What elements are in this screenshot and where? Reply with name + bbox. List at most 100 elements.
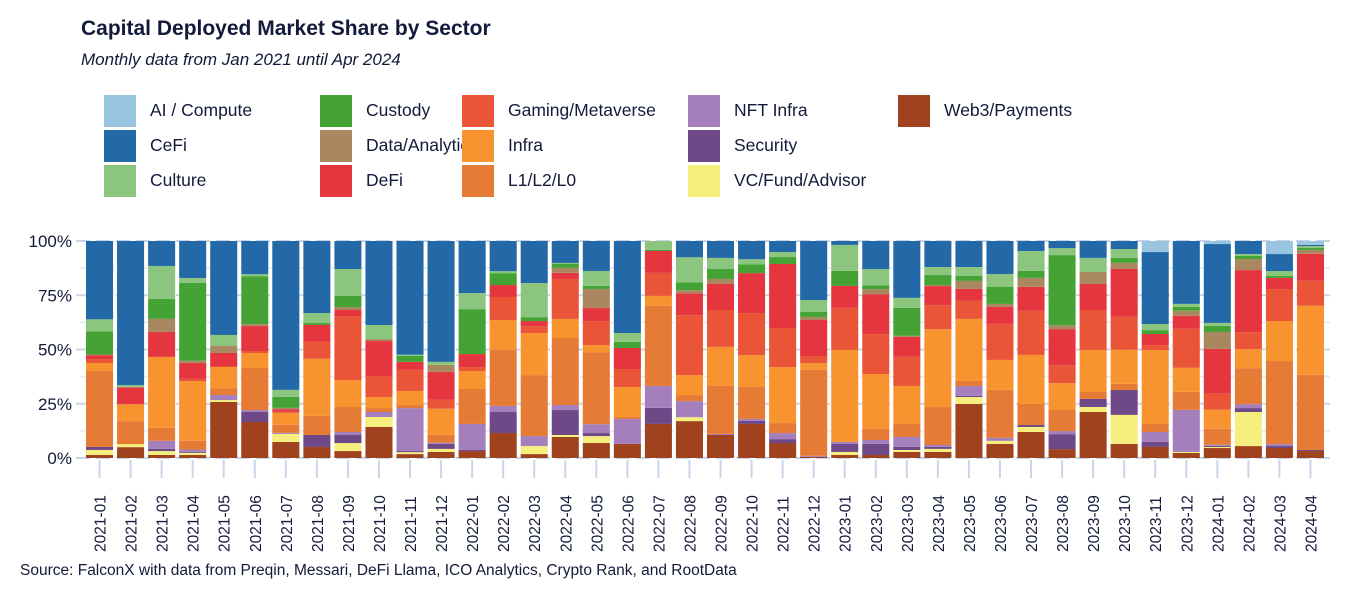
bar-stack (179, 241, 207, 458)
bar-segment (831, 349, 859, 442)
bar-segment (1048, 449, 1076, 458)
bar-segment (893, 446, 921, 450)
bar-stack (955, 241, 983, 458)
bar-segment (738, 420, 766, 424)
bar-segment (738, 355, 766, 388)
bar-stack (582, 241, 610, 458)
bar-segment (179, 277, 207, 283)
bar-segment (396, 451, 424, 453)
bar-stack (1079, 241, 1107, 458)
bar-segment (241, 324, 269, 327)
bar-segment (675, 421, 703, 458)
bar-segment (365, 397, 393, 409)
bar-segment (551, 410, 579, 435)
bar-segment (396, 390, 424, 406)
bar-segment (458, 309, 486, 355)
bar-segment (613, 416, 641, 419)
bar-segment (241, 367, 269, 411)
bar-segment (831, 241, 859, 245)
bar-segment (613, 333, 641, 342)
legend-swatch (462, 164, 494, 197)
bar-segment (862, 269, 890, 286)
x-tick-label: 2021-03 (155, 495, 172, 552)
bar-segment (1048, 431, 1076, 435)
bar-segment (707, 433, 735, 435)
x-tick-label: 2023-11 (1148, 496, 1165, 552)
bar-segment (334, 380, 362, 408)
bar-segment (458, 449, 486, 452)
bar-segment (924, 444, 952, 447)
bar-segment (303, 446, 331, 458)
bar-segment (334, 443, 362, 452)
bar-segment (738, 418, 766, 421)
x-tick-label: 2023-07 (1024, 495, 1041, 552)
bar-segment (613, 387, 641, 417)
bar-segment (1110, 443, 1138, 458)
bar-segment (86, 331, 114, 355)
bar-segment (1048, 410, 1076, 432)
bar-stack (800, 241, 828, 458)
bar-segment (458, 423, 486, 450)
bar-stack (893, 241, 921, 458)
bar-segment (210, 352, 238, 366)
bar-segment (1110, 257, 1138, 263)
bar-segment (272, 433, 300, 442)
bar-segment (1048, 434, 1076, 450)
bar-segment (210, 395, 238, 401)
x-tick-label: 2021-06 (248, 495, 265, 552)
bar-segment (489, 433, 517, 458)
bar-segment (427, 434, 455, 443)
bar-segment (707, 283, 735, 311)
bar-segment (179, 378, 207, 382)
bar-segment (210, 388, 238, 396)
bar-segment (924, 407, 952, 445)
bar-segment (210, 241, 238, 335)
bar-stack (675, 241, 703, 458)
chart-legend: AI / Compute CeFi Culture Custody Data/Analy… (104, 94, 1204, 199)
bar-segment (1141, 334, 1169, 346)
x-tick-label: 2022-06 (620, 495, 637, 552)
y-tick-label: 100% (29, 232, 72, 251)
legend-item: Gaming/Metaverse (462, 94, 656, 127)
bar-segment (1048, 241, 1076, 249)
legend-swatch (104, 94, 136, 127)
bar-segment (365, 416, 393, 427)
bar-segment (148, 448, 176, 452)
bar-segment (1141, 345, 1169, 351)
legend-item: VC/Fund/Advisor (688, 164, 866, 197)
x-tick-label: 2023-03 (900, 495, 917, 552)
bar-segment (148, 265, 176, 299)
bar-segment (117, 444, 145, 448)
bar-segment (86, 355, 114, 360)
x-tick-label: 2022-07 (651, 495, 668, 552)
bar-segment (427, 451, 455, 458)
bar-segment (148, 298, 176, 319)
bar-segment (1141, 252, 1169, 325)
bar-segment (862, 439, 890, 444)
legend-label: CeFi (150, 135, 187, 155)
bar-segment (1110, 268, 1138, 317)
bar-segment (644, 385, 672, 408)
x-tick-label: 2022-01 (465, 495, 482, 552)
bar-segment (1296, 449, 1324, 452)
x-tick-label: 2021-04 (186, 495, 203, 552)
bar-segment (738, 259, 766, 265)
bar-segment (675, 257, 703, 283)
bar-segment (334, 434, 362, 444)
bar-segment (210, 334, 238, 347)
bar-segment (738, 313, 766, 356)
bar-segment (924, 267, 952, 276)
legend-swatch (320, 94, 352, 127)
bar-segment (1265, 289, 1293, 322)
legend-item: CeFi (104, 129, 187, 162)
bar-stack (334, 241, 362, 458)
bar-segment (769, 423, 797, 434)
bar-segment (86, 354, 114, 356)
bar-segment (365, 324, 393, 340)
bar-segment (582, 352, 610, 425)
bar-segment (427, 361, 455, 365)
bar-stack (924, 241, 952, 458)
bar-segment (520, 317, 548, 322)
bar-segment (893, 385, 921, 424)
y-tick-label: 25% (38, 395, 72, 414)
